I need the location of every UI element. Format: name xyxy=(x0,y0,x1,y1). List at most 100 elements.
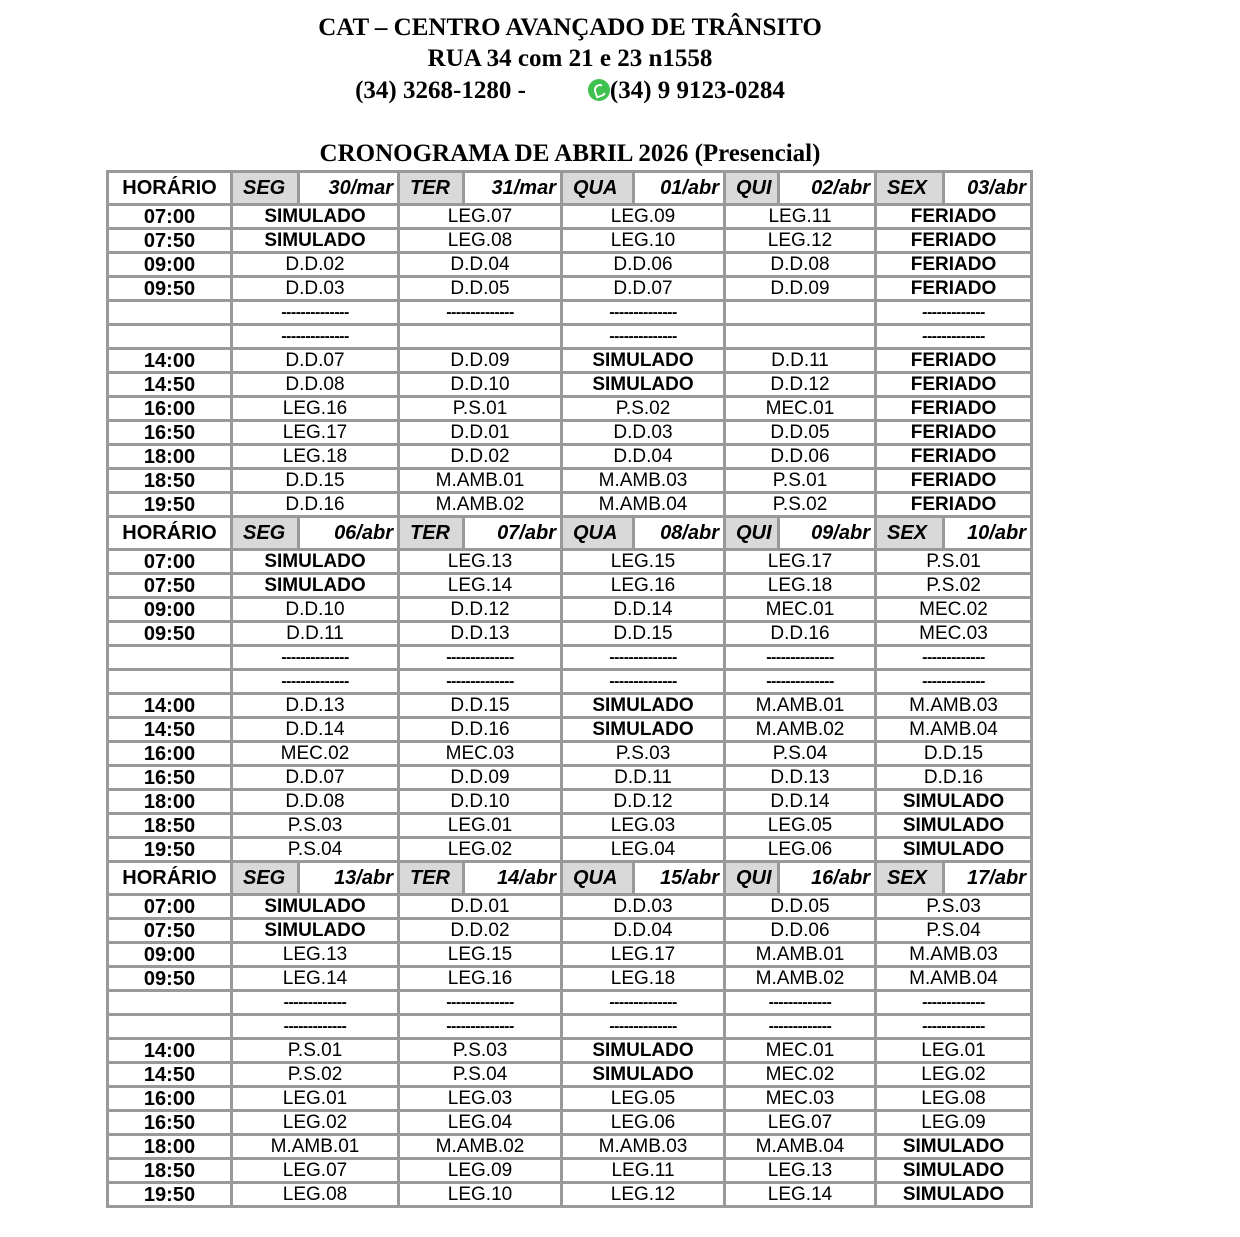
class-cell: FERIADO xyxy=(874,227,1033,254)
class-cell: D.D.06 xyxy=(723,443,877,470)
class-cell: LEG.18 xyxy=(723,572,877,599)
class-cell: LEG.13 xyxy=(397,548,563,575)
schedule-row: 14:50 D.D.14 D.D.16 SIMULADO M.AMB.02 M.AMB.0… xyxy=(106,716,1033,743)
class-cell: D.D.10 xyxy=(397,788,563,815)
class-cell: M.AMB.01 xyxy=(723,692,877,719)
class-cell: -------------- xyxy=(560,644,726,671)
time-cell: 14:00 xyxy=(106,692,233,719)
day-name: QUA xyxy=(560,860,635,896)
day-date: 07/abr xyxy=(462,515,563,551)
time-column-header: HORÁRIO xyxy=(106,860,233,896)
class-cell: SIMULADO xyxy=(874,1181,1033,1208)
schedule-row: 19:50 D.D.16 M.AMB.02 M.AMB.04 P.S.02 FERIADO xyxy=(106,491,1033,518)
day-name: QUI xyxy=(723,860,780,896)
time-cell: 09:00 xyxy=(106,251,233,278)
schedule-row: ----------------------------------------… xyxy=(106,323,1033,350)
class-cell: ------------- xyxy=(874,299,1033,326)
class-cell: LEG.07 xyxy=(723,1109,877,1136)
schedule-row: 18:00 D.D.08 D.D.10 D.D.12 D.D.14 SIMULADO xyxy=(106,788,1033,815)
schedule-table: HORÁRIO SEG 30/mar TER 31/mar QUA 01/abr QUI 02/… xyxy=(106,170,1033,1208)
schedule-row: 09:50 D.D.11 D.D.13 D.D.15 D.D.16 MEC.03 xyxy=(106,620,1033,647)
schedule-row: 07:00 SIMULADO LEG.13 LEG.15 LEG.17 P.S.01 xyxy=(106,548,1033,575)
time-cell: 07:50 xyxy=(106,227,233,254)
class-cell: D.D.13 xyxy=(230,692,400,719)
schedule-row: 07:50 SIMULADO D.D.02 D.D.04 D.D.06 P.S.04 xyxy=(106,917,1033,944)
day-name: QUI xyxy=(723,515,780,551)
class-cell: -------------- xyxy=(230,644,400,671)
schedule-row: ----------------------------------------… xyxy=(106,1013,1033,1040)
schedule-row: 09:00 D.D.10 D.D.12 D.D.14 MEC.01 MEC.02 xyxy=(106,596,1033,623)
day-name: TER xyxy=(397,860,465,896)
class-cell: P.S.04 xyxy=(230,836,400,863)
class-cell: SIMULADO xyxy=(230,917,400,944)
class-cell: LEG.10 xyxy=(397,1181,563,1208)
class-cell: LEG.16 xyxy=(230,395,400,422)
time-cell: 19:50 xyxy=(106,1181,233,1208)
class-cell: SIMULADO xyxy=(874,812,1033,839)
time-cell: 07:50 xyxy=(106,917,233,944)
class-cell: M.AMB.01 xyxy=(230,1133,400,1160)
class-cell: -------------- xyxy=(560,323,726,350)
time-cell: 18:00 xyxy=(106,443,233,470)
time-cell: 14:50 xyxy=(106,716,233,743)
class-cell: P.S.03 xyxy=(397,1037,563,1064)
day-date: 03/abr xyxy=(942,170,1033,206)
class-cell: -------------- xyxy=(397,668,563,695)
class-cell: D.D.14 xyxy=(230,716,400,743)
week-header-row: HORÁRIO SEG 13/abr TER 14/abr QUA 15/abr QUI 16/… xyxy=(106,860,1033,896)
class-cell: M.AMB.03 xyxy=(560,467,726,494)
class-cell: LEG.03 xyxy=(560,812,726,839)
class-cell: P.S.01 xyxy=(230,1037,400,1064)
class-cell: SIMULADO xyxy=(874,788,1033,815)
class-cell: MEC.02 xyxy=(723,1061,877,1088)
whatsapp-icon xyxy=(587,79,610,101)
schedule-row: 16:00 LEG.01 LEG.03 LEG.05 MEC.03 LEG.08 xyxy=(106,1085,1033,1112)
whatsapp-phone: (34) 9 9123-0284 xyxy=(609,77,785,104)
time-cell: 18:00 xyxy=(106,788,233,815)
class-cell: LEG.02 xyxy=(874,1061,1033,1088)
class-cell: M.AMB.02 xyxy=(723,965,877,992)
class-cell: D.D.09 xyxy=(397,764,563,791)
schedule-row: 09:50 D.D.03 D.D.05 D.D.07 D.D.09 FERIADO xyxy=(106,275,1033,302)
schedule-row: ----------------------------------------… xyxy=(106,989,1033,1016)
schedule-row: 09:50 LEG.14 LEG.16 LEG.18 M.AMB.02 M.AMB.04 xyxy=(106,965,1033,992)
class-cell: LEG.06 xyxy=(560,1109,726,1136)
schedule-row: 07:00 SIMULADO LEG.07 LEG.09 LEG.11 FERIADO xyxy=(106,203,1033,230)
class-cell: SIMULADO xyxy=(874,1157,1033,1184)
class-cell: SIMULADO xyxy=(874,1133,1033,1160)
time-cell: 16:50 xyxy=(106,1109,233,1136)
class-cell: D.D.05 xyxy=(723,419,877,446)
class-cell: D.D.14 xyxy=(723,788,877,815)
class-cell: D.D.04 xyxy=(560,443,726,470)
week-header-row: HORÁRIO SEG 30/mar TER 31/mar QUA 01/abr QUI 02/… xyxy=(106,170,1033,206)
time-cell: 09:00 xyxy=(106,941,233,968)
day-name: SEG xyxy=(230,515,300,551)
class-cell: LEG.15 xyxy=(560,548,726,575)
class-cell: ------------- xyxy=(723,989,877,1016)
time-cell: 16:50 xyxy=(106,419,233,446)
time-cell xyxy=(106,1013,233,1040)
class-cell: -------------- xyxy=(397,299,563,326)
day-date: 06/abr xyxy=(297,515,400,551)
time-cell: 18:50 xyxy=(106,1157,233,1184)
day-date: 01/abr xyxy=(632,170,726,206)
class-cell: D.D.06 xyxy=(723,917,877,944)
schedule-row: 16:00 LEG.16 P.S.01 P.S.02 MEC.01 FERIADO xyxy=(106,395,1033,422)
class-cell: D.D.15 xyxy=(230,467,400,494)
class-cell: LEG.16 xyxy=(397,965,563,992)
schedule-row: 16:00 MEC.02 MEC.03 P.S.03 P.S.04 D.D.15 xyxy=(106,740,1033,767)
schedule-row: 07:50 SIMULADO LEG.14 LEG.16 LEG.18 P.S.02 xyxy=(106,572,1033,599)
class-cell: -------------- xyxy=(560,299,726,326)
time-cell: 18:00 xyxy=(106,1133,233,1160)
class-cell: P.S.02 xyxy=(230,1061,400,1088)
class-cell: SIMULADO xyxy=(560,716,726,743)
time-cell: 18:50 xyxy=(106,812,233,839)
class-cell: LEG.11 xyxy=(560,1157,726,1184)
class-cell: LEG.16 xyxy=(560,572,726,599)
class-cell: D.D.06 xyxy=(560,251,726,278)
class-cell: D.D.11 xyxy=(560,764,726,791)
class-cell: LEG.18 xyxy=(560,965,726,992)
time-cell: 16:00 xyxy=(106,740,233,767)
time-cell: 09:00 xyxy=(106,596,233,623)
day-name: SEX xyxy=(874,860,945,896)
